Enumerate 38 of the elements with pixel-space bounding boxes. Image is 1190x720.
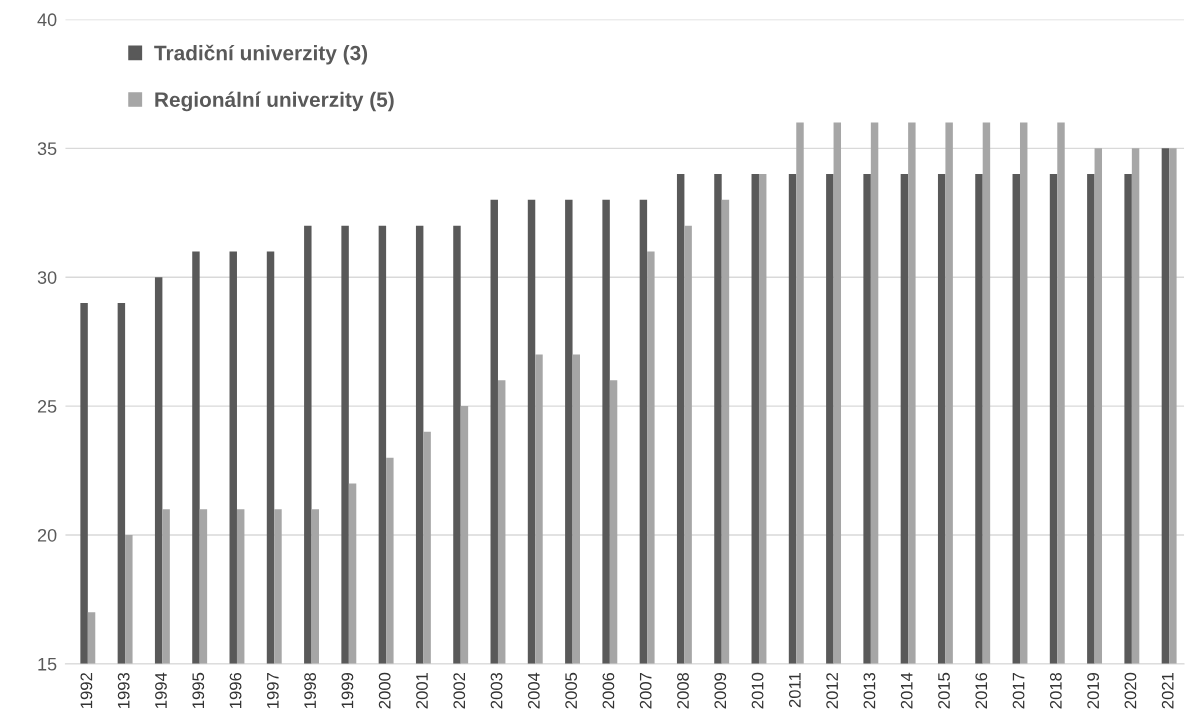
x-tick-label: 2002 (453, 673, 466, 709)
y-tick-label: 35 (37, 142, 57, 156)
x-tick-label: 2005 (565, 672, 578, 709)
x-tick-label: 2019 (1087, 672, 1100, 709)
x-tick-label: 2021 (1161, 672, 1174, 709)
x-tick-label: 1993 (117, 672, 130, 708)
x-tick-label: 1995 (192, 672, 205, 708)
x-tick-label: 2011 (788, 672, 801, 708)
x-tick-label: 1996 (229, 672, 242, 708)
x-tick-label: 2007 (639, 673, 652, 709)
x-tick-label: 1994 (155, 672, 167, 708)
x-tick-label: 2004 (527, 672, 540, 709)
x-tick-label: 1992 (80, 673, 93, 708)
legend-label: Regionální univerzity (5) (155, 91, 394, 112)
x-tick-label: 2008 (677, 672, 689, 709)
y-tick-label: 20 (37, 528, 57, 542)
x-tick-label: 2006 (602, 672, 615, 709)
x-tick-label: 2010 (751, 672, 764, 709)
x-tick-label: 2000 (378, 672, 391, 709)
x-tick-label: 2001 (416, 672, 428, 709)
x-tick-label: 2009 (714, 672, 727, 709)
x-tick-label: 1999 (341, 672, 354, 708)
x-tick-label: 2015 (938, 672, 950, 709)
x-tick-label: 2017 (1012, 673, 1025, 709)
x-tick-label: 2013 (863, 672, 876, 709)
x-tick-label: 1997 (266, 673, 279, 708)
x-tick-label: 2020 (1124, 672, 1137, 709)
x-tick-label: 2016 (975, 672, 988, 709)
x-tick-label: 2018 (1049, 672, 1062, 709)
y-tick-label: 25 (37, 400, 57, 413)
x-tick-label: 2014 (900, 672, 913, 709)
y-tick-label: 15 (38, 657, 57, 671)
x-tick-label: 1998 (304, 672, 317, 708)
y-tick-label: 40 (37, 13, 57, 27)
legend-label: Tradiční univerzity (3) (154, 44, 368, 65)
x-tick-label: 2003 (490, 672, 503, 709)
x-tick-label: 2012 (826, 673, 839, 709)
y-tick-label: 30 (37, 271, 57, 284)
